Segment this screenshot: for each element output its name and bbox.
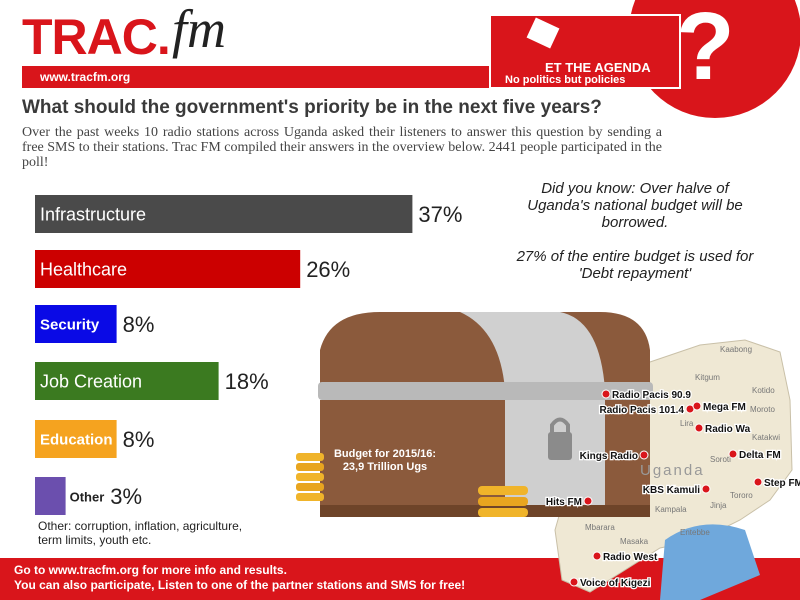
- place-label: Kaabong: [720, 345, 752, 354]
- place-label: Tororo: [730, 491, 753, 500]
- station-dot: [583, 496, 593, 506]
- chest-label: 23,9 Trillion Ugs: [342, 461, 428, 473]
- value-label: 3%: [110, 484, 142, 509]
- station-dot: [592, 551, 602, 561]
- chart-subtitle: Over the past weeks 10 radio stations ac…: [22, 125, 662, 170]
- station-label: Step FM: [764, 478, 800, 489]
- place-label: Katakwi: [752, 433, 780, 442]
- bar: [35, 250, 301, 288]
- station-dot: [701, 484, 711, 494]
- station-dot: [753, 477, 763, 487]
- station-dot: [692, 401, 702, 411]
- chest-label: Budget for 2015/16:: [333, 448, 437, 460]
- logo-fm: fm: [172, 0, 226, 59]
- agenda-subtitle: No politics but policies: [505, 74, 626, 86]
- category-label: Job Creation: [40, 371, 142, 391]
- place-label: Soroti: [710, 455, 731, 464]
- bar: [35, 305, 117, 343]
- value-label: 18%: [225, 369, 269, 394]
- value-label: 8%: [123, 427, 155, 452]
- category-label: Healthcare: [40, 259, 127, 279]
- bar: [35, 195, 413, 233]
- footer-text: You can also participate, Listen to one …: [14, 578, 466, 592]
- place-label: Entebbe: [680, 528, 710, 537]
- footer-text: Go to www.tracfm.org for more info and r…: [14, 563, 287, 577]
- station-dot: [728, 449, 738, 459]
- category-label: Security: [40, 316, 100, 333]
- station-dot: [639, 450, 649, 460]
- station-dot: [694, 423, 704, 433]
- station-label: Mega FM: [703, 402, 746, 413]
- station-dot: [569, 577, 579, 587]
- header-bar: [22, 66, 490, 88]
- value-label: 8%: [123, 312, 155, 337]
- value-label: 26%: [306, 257, 350, 282]
- place-label: Lira: [680, 419, 694, 428]
- station-label: Voice of Kigezi: [580, 578, 651, 589]
- category-label: Education: [40, 431, 113, 448]
- place-label: Jinja: [710, 501, 727, 510]
- place-label: Kampala: [655, 505, 687, 514]
- logo: TRAC.: [22, 9, 171, 65]
- place-label: Masaka: [620, 537, 649, 546]
- station-label: Radio Pacis 101.4: [600, 405, 685, 416]
- treasure-chest: [296, 312, 653, 517]
- place-label: Kitgum: [695, 373, 720, 382]
- map-country: Uganda: [640, 462, 705, 479]
- place-label: Mbarara: [585, 523, 615, 532]
- value-label: 37%: [418, 202, 462, 227]
- station-label: Kings Radio: [580, 451, 638, 462]
- fact: 27% of the entire budget is used for 'De…: [516, 248, 754, 282]
- bar: [35, 362, 219, 400]
- fact: Did you know: Over halve of Uganda's nat…: [527, 180, 743, 231]
- station-label: KBS Kamuli: [643, 485, 700, 496]
- agenda-title: ET THE AGENDA: [545, 60, 651, 75]
- url: www.tracfm.org: [40, 70, 131, 84]
- station-dot: [601, 389, 611, 399]
- question-mark: ?: [676, 0, 735, 100]
- category-label: Infrastructure: [40, 204, 146, 224]
- station-label: Delta FM: [739, 450, 781, 461]
- bar: [35, 420, 117, 458]
- agenda-icon: [526, 17, 560, 49]
- station-label: Hits FM: [546, 497, 582, 508]
- place-label: Moroto: [750, 405, 775, 414]
- note: Other: corruption, inflation, agricultur…: [38, 519, 243, 547]
- place-label: Kotido: [752, 386, 775, 395]
- station-label: Radio West: [603, 552, 658, 563]
- station-label: Radio Pacis 90.9: [612, 390, 691, 401]
- agenda-box: [489, 14, 681, 89]
- station-label: Radio Wa: [705, 424, 751, 435]
- chart-title: What should the government's priority be…: [22, 97, 602, 118]
- bar: [35, 477, 66, 515]
- category-label: Other: [70, 489, 105, 504]
- lake: [660, 524, 760, 600]
